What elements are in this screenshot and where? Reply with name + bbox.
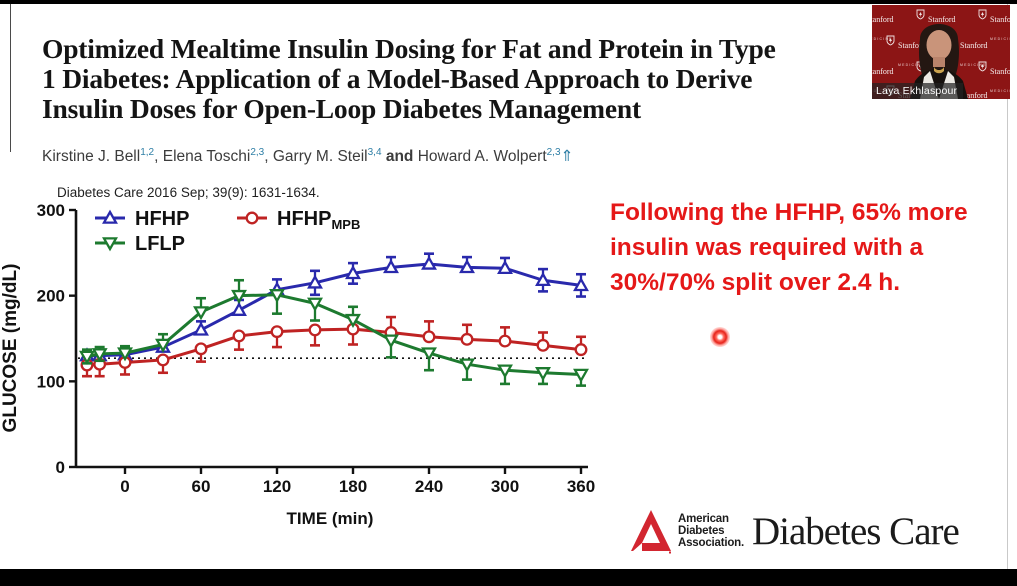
paper-title: Optimized Mealtime Insulin Dosing for Fa… (42, 34, 852, 124)
svg-text:LFLP: LFLP (135, 233, 185, 255)
glucose-time-chart: 0 100 200 300 0 60 120 180 240 300 360 TIME (min) GL… (0, 201, 595, 528)
svg-text:360: 360 (567, 477, 595, 496)
author-segment: Kirstine J. Bell (42, 148, 141, 166)
webcam-video-tile: StanfordMEDICINEStanfordMEDICINEStanford… (872, 5, 1010, 99)
bottom-border-bar (0, 569, 1017, 586)
ada-org-line-1: American (678, 513, 729, 525)
svg-text:300: 300 (491, 477, 519, 496)
ada-org-name: American Diabetes Association. (678, 513, 744, 549)
participant-name-label: Laya Ekhlaspour (872, 83, 964, 99)
citation-text: Diabetes Care 2016 Sep; 39(9): 1631-1634… (57, 185, 320, 200)
paper-title-line-2: 1 Diabetes: Application of a Model-Based… (42, 63, 753, 94)
annotation-text: Following the HFHP, 65% more insulin was… (610, 195, 1015, 300)
author-affiliation-superscript: 2,3 (546, 147, 561, 158)
svg-text:240: 240 (415, 477, 443, 496)
author-segment: and (381, 148, 418, 166)
ada-org-line-3: Association. (678, 537, 744, 549)
top-border-bar (0, 0, 1017, 4)
paper-title-line-1: Optimized Mealtime Insulin Dosing for Fa… (42, 33, 776, 64)
annotation-line-3: 30%/70% split over 2.4 h. (610, 269, 901, 296)
svg-text:0: 0 (56, 458, 65, 477)
author-segment: ⇑ (560, 148, 574, 166)
svg-text:HFHP: HFHP (135, 208, 189, 230)
author-affiliation-superscript: 2,3 (250, 147, 265, 158)
annotation-line-2: insulin was required with a (610, 234, 924, 261)
svg-text:120: 120 (263, 477, 291, 496)
annotation-line-1: Following the HFHP, 65% more (610, 199, 968, 226)
svg-text:300: 300 (37, 201, 65, 220)
svg-text:180: 180 (339, 477, 367, 496)
svg-text:200: 200 (37, 287, 65, 306)
left-edge-line (10, 4, 11, 152)
ada-org-line-2: Diabetes (678, 525, 725, 537)
svg-text:HFHPMPB: HFHPMPB (277, 208, 360, 232)
svg-text:60: 60 (192, 477, 211, 496)
author-segment: , (154, 148, 163, 166)
svg-text:100: 100 (37, 372, 65, 391)
author-segment: Elena Toschi (162, 148, 251, 166)
stanford-shield-icon (916, 9, 925, 20)
svg-text:TIME (min): TIME (min) (287, 509, 374, 528)
author-affiliation-superscript: 1,2 (140, 147, 155, 158)
ada-triangle-icon (631, 510, 671, 554)
author-segment: Howard A. Wolpert (417, 148, 547, 166)
laser-pointer-dot (710, 327, 730, 347)
author-affiliation-superscript: 3,4 (367, 147, 382, 158)
journal-name: Diabetes Care (751, 509, 960, 553)
stanford-shield-icon (886, 35, 895, 46)
stanford-shield-icon (978, 9, 987, 20)
author-list: Kirstine J. Bell1,2, Elena Toschi2,3, Ga… (42, 147, 862, 166)
svg-text:GLUCOSE (mg/dL): GLUCOSE (mg/dL) (0, 264, 21, 433)
stanford-shield-icon (978, 61, 987, 72)
author-segment: , (264, 148, 273, 166)
svg-text:0: 0 (120, 477, 129, 496)
journal-footer-logo: American Diabetes Association. Diabetes … (630, 505, 1010, 557)
author-segment: Garry M. Steil (272, 148, 368, 166)
right-edge-line (1007, 4, 1008, 569)
paper-title-line-3: Insulin Doses for Open-Loop Diabetes Man… (42, 93, 641, 124)
